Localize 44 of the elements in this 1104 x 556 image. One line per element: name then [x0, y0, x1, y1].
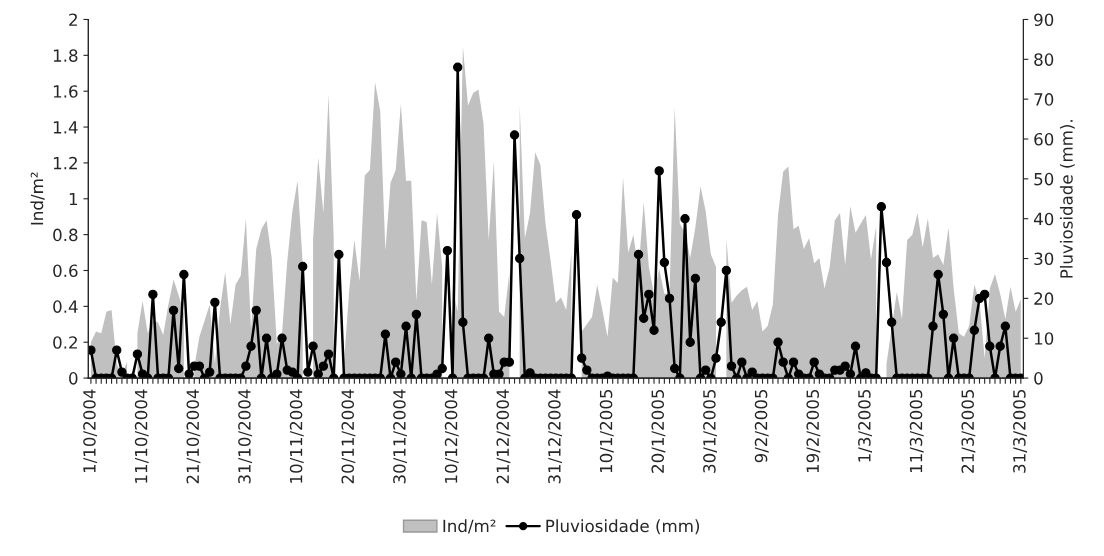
x-tick-label: 31/12/2004	[548, 389, 563, 484]
y-tick-label: 0.6	[53, 264, 78, 278]
y2-axis-title: Pluviosidade (mm).	[1059, 120, 1075, 278]
y2-tick-label: 80	[1034, 53, 1054, 66]
y-tick-label: 0.4	[53, 300, 78, 313]
y-tick-label: 1.6	[53, 85, 78, 98]
y-tick-label: 0	[69, 372, 78, 385]
legend-label: Ind/m²	[443, 519, 496, 534]
x-tick-label: 1/10/2004	[83, 389, 98, 473]
x-tick-label: 1/3/2005	[858, 389, 872, 462]
y-tick-label: 1.4	[53, 121, 78, 134]
y-tick-label: 2	[69, 13, 77, 26]
x-tick-label: 9/2/2005	[754, 389, 769, 463]
y-tick-label: 0.2	[53, 336, 77, 349]
y2-tick-label: 70	[1034, 93, 1054, 106]
x-tick-label: 21/10/2004	[186, 389, 201, 484]
y-axis-title: Ind/m²	[30, 172, 45, 225]
legend-label: Pluviosidade (mm)	[546, 519, 700, 535]
y2-tick-label: 0	[1034, 372, 1043, 385]
y2-tick-label: 20	[1034, 292, 1054, 305]
y-tick-label: 1.2	[53, 156, 77, 170]
x-tick-label: 30/1/2005	[703, 389, 717, 473]
y-tick-label: 0.8	[53, 228, 78, 242]
x-tick-label: 10/12/2004	[444, 389, 459, 483]
y2-tick-label: 40	[1033, 212, 1054, 226]
x-tick-label: 21/3/2005	[961, 389, 976, 473]
y2-tick-label: 50	[1034, 172, 1054, 186]
x-tick-label: 10/11/2004	[289, 389, 304, 483]
x-tick-label: 11/3/2005	[909, 389, 924, 473]
x-tick-label: 31/10/2004	[238, 389, 253, 484]
y-tick-label: 1	[69, 192, 78, 206]
x-tick-label: 10/1/2005	[599, 389, 614, 473]
x-tick-label: 20/1/2005	[651, 389, 666, 473]
x-tick-label: 20/11/2004	[341, 389, 356, 484]
y2-tick-label: 10	[1034, 332, 1054, 345]
y2-tick-label: 30	[1034, 252, 1054, 266]
x-tick-label: 11/10/2004	[134, 389, 149, 483]
x-tick-label: 31/3/2005	[1013, 389, 1027, 473]
y2-tick-label: 60	[1034, 132, 1054, 146]
y2-tick-label: 90	[1034, 13, 1054, 27]
x-tick-label: 19/2/2005	[806, 389, 821, 473]
x-tick-label: 21/12/2004	[496, 389, 511, 484]
x-tick-label: 30/11/2004	[393, 389, 408, 484]
y-tick-label: 1.8	[53, 49, 78, 62]
